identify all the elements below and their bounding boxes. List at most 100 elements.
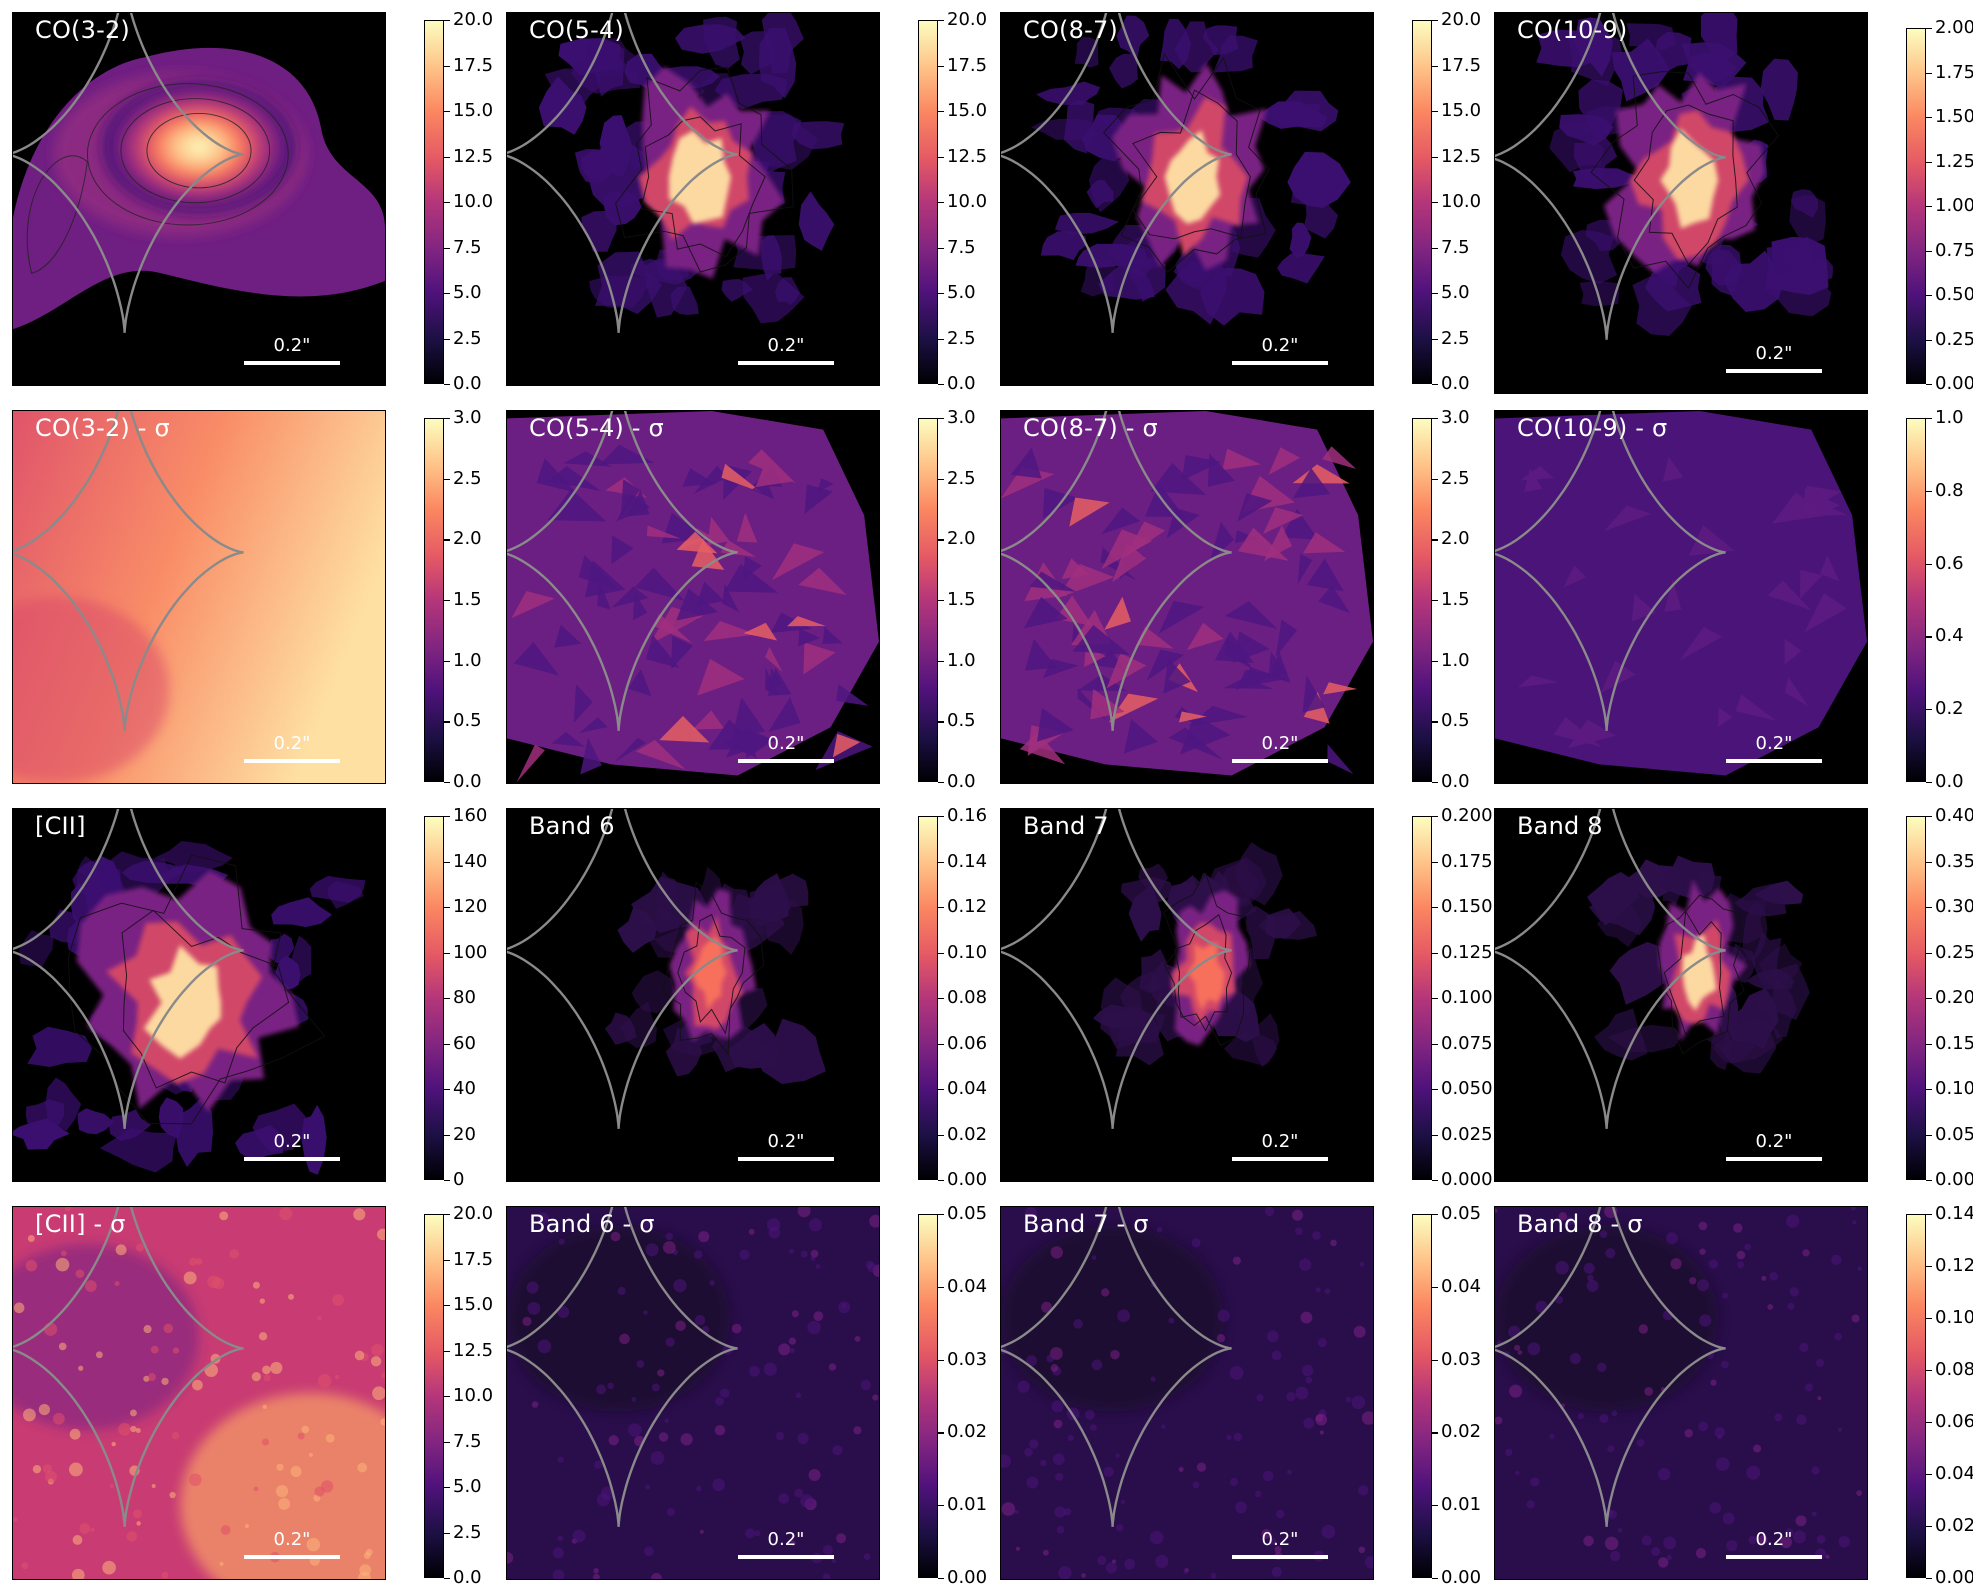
colorbar-tick bbox=[938, 1214, 944, 1216]
colorbar-tick bbox=[1926, 907, 1932, 909]
scale-bar-label: 0.2" bbox=[1261, 733, 1299, 754]
colorbar-tick bbox=[1432, 721, 1438, 723]
colorbar-tick bbox=[1926, 490, 1932, 492]
colorbar-tick bbox=[1432, 1578, 1438, 1580]
colorbar-tick bbox=[444, 952, 450, 954]
colorbar-tick bbox=[1926, 117, 1932, 119]
colorbar-tick bbox=[1926, 636, 1932, 638]
colorbar-tick bbox=[938, 418, 944, 420]
colorbar-tick bbox=[1432, 600, 1438, 602]
colorbar-tick-label: 0.25 bbox=[1935, 328, 1973, 350]
colorbar-tick bbox=[444, 111, 450, 113]
scale-bar bbox=[1726, 369, 1822, 373]
panel-title: CO(3-2) - σ bbox=[35, 414, 170, 442]
colorbar-tick bbox=[938, 293, 944, 295]
scale-bar-label: 0.2" bbox=[273, 1131, 311, 1152]
colorbar-tick bbox=[444, 418, 450, 420]
colorbar bbox=[1412, 20, 1432, 384]
colorbar-tick bbox=[444, 1441, 450, 1443]
colorbar bbox=[918, 418, 938, 782]
map-panel: CO(3-2) 0.2" bbox=[12, 12, 386, 386]
colorbar-tick bbox=[1432, 20, 1438, 22]
colorbar-tick-label: 5.0 bbox=[1441, 282, 1470, 303]
colorbar-tick-label: 0.02 bbox=[947, 1123, 988, 1145]
colorbar-tick bbox=[1432, 111, 1438, 113]
colorbar-tick-label: 0.0 bbox=[1441, 373, 1470, 394]
colorbar-tick bbox=[938, 65, 944, 67]
colorbar-tick bbox=[1432, 816, 1438, 818]
colorbar-tick-label: 3.0 bbox=[947, 407, 976, 428]
colorbar-tick bbox=[1432, 1180, 1438, 1182]
colorbar-tick-label: 0.0 bbox=[1935, 771, 1964, 792]
panel-title: CO(10-9) bbox=[1517, 16, 1628, 44]
colorbar-tick-label: 0.10 bbox=[1935, 1078, 1973, 1099]
colorbar-tick-label: 0.04 bbox=[1935, 1463, 1973, 1484]
colorbar-tick-label: 10.0 bbox=[947, 191, 988, 212]
panel-title: Band 8 bbox=[1517, 812, 1603, 840]
scale-bar-label: 0.2" bbox=[767, 1131, 805, 1152]
colorbar-tick bbox=[444, 156, 450, 158]
map-panel: CO(5-4) 0.2" bbox=[506, 12, 880, 386]
colorbar-tick bbox=[938, 1505, 944, 1507]
colorbar-tick bbox=[1926, 709, 1932, 711]
colorbar-tick-label: 2.5 bbox=[453, 1521, 482, 1543]
colorbar-tick-label: 0.00 bbox=[947, 1169, 988, 1190]
map-panel: Band 6 - σ 0.2" bbox=[506, 1206, 880, 1580]
colorbar-tick-label: 40 bbox=[453, 1078, 476, 1099]
scale-bar-label: 0.2" bbox=[273, 733, 311, 754]
scale-bar bbox=[738, 759, 834, 763]
colorbar-tick-label: 0.5 bbox=[1441, 710, 1470, 732]
colorbar-tick bbox=[1432, 952, 1438, 954]
map-panel: CO(10-9) - σ 0.2" bbox=[1494, 410, 1868, 784]
colorbar bbox=[424, 1214, 444, 1578]
colorbar-tick bbox=[938, 1089, 944, 1091]
colorbar-tick bbox=[1432, 1432, 1438, 1434]
colorbar-tick bbox=[1926, 1318, 1932, 1320]
colorbar-tick bbox=[938, 998, 944, 1000]
colorbar-tick-label: 0.30 bbox=[1935, 896, 1973, 917]
colorbar-tick bbox=[938, 952, 944, 954]
colorbar-tick bbox=[444, 1350, 450, 1352]
colorbar-tick bbox=[444, 1396, 450, 1398]
colorbar-tick-label: 0.02 bbox=[1441, 1421, 1482, 1443]
colorbar-tick bbox=[938, 156, 944, 158]
colorbar-tick bbox=[1926, 1526, 1932, 1528]
colorbar-tick-label: 0.0 bbox=[947, 771, 976, 792]
colorbar-tick-label: 0.025 bbox=[1441, 1123, 1493, 1145]
colorbar-tick-label: 0.12 bbox=[1935, 1255, 1973, 1276]
colorbar-tick bbox=[444, 1134, 450, 1136]
colorbar-tick bbox=[1432, 998, 1438, 1000]
colorbar-tick-label: 20 bbox=[453, 1123, 476, 1145]
colorbar-tick bbox=[1432, 1505, 1438, 1507]
colorbar-tick-label: 20.0 bbox=[453, 1203, 494, 1224]
colorbar-tick bbox=[1432, 338, 1438, 340]
colorbar-tick-label: 7.5 bbox=[1441, 236, 1470, 258]
colorbar-tick bbox=[1926, 1370, 1932, 1372]
colorbar-tick-label: 15.0 bbox=[453, 100, 494, 121]
scale-bar-label: 0.2" bbox=[1261, 1529, 1299, 1550]
colorbar-tick-label: 160 bbox=[453, 805, 488, 826]
map-panel: Band 7 - σ 0.2" bbox=[1000, 1206, 1374, 1580]
colorbar-tick-label: 0.12 bbox=[947, 896, 988, 917]
colorbar-tick-label: 15.0 bbox=[453, 1294, 494, 1315]
colorbar-tick bbox=[938, 721, 944, 723]
colorbar-tick bbox=[1926, 28, 1932, 30]
panel-title: Band 7 - σ bbox=[1023, 1210, 1149, 1238]
colorbar-tick bbox=[444, 721, 450, 723]
colorbar-tick-label: 2.5 bbox=[947, 327, 976, 349]
colorbar bbox=[918, 816, 938, 1180]
colorbar-tick-label: 1.5 bbox=[453, 589, 482, 610]
colorbar-tick-label: 80 bbox=[453, 987, 476, 1008]
colorbar-tick-label: 15.0 bbox=[1441, 100, 1482, 121]
colorbar-tick bbox=[1926, 161, 1932, 163]
colorbar bbox=[424, 816, 444, 1180]
colorbar-tick bbox=[938, 202, 944, 204]
colorbar-tick bbox=[1926, 861, 1932, 863]
map-panel: CO(3-2) - σ 0.2" bbox=[12, 410, 386, 784]
colorbar-tick bbox=[938, 1286, 944, 1288]
scale-bar bbox=[738, 1157, 834, 1161]
panel-title: Band 6 bbox=[529, 812, 615, 840]
colorbar-tick bbox=[938, 384, 944, 386]
colorbar-tick-label: 1.75 bbox=[1935, 61, 1973, 83]
